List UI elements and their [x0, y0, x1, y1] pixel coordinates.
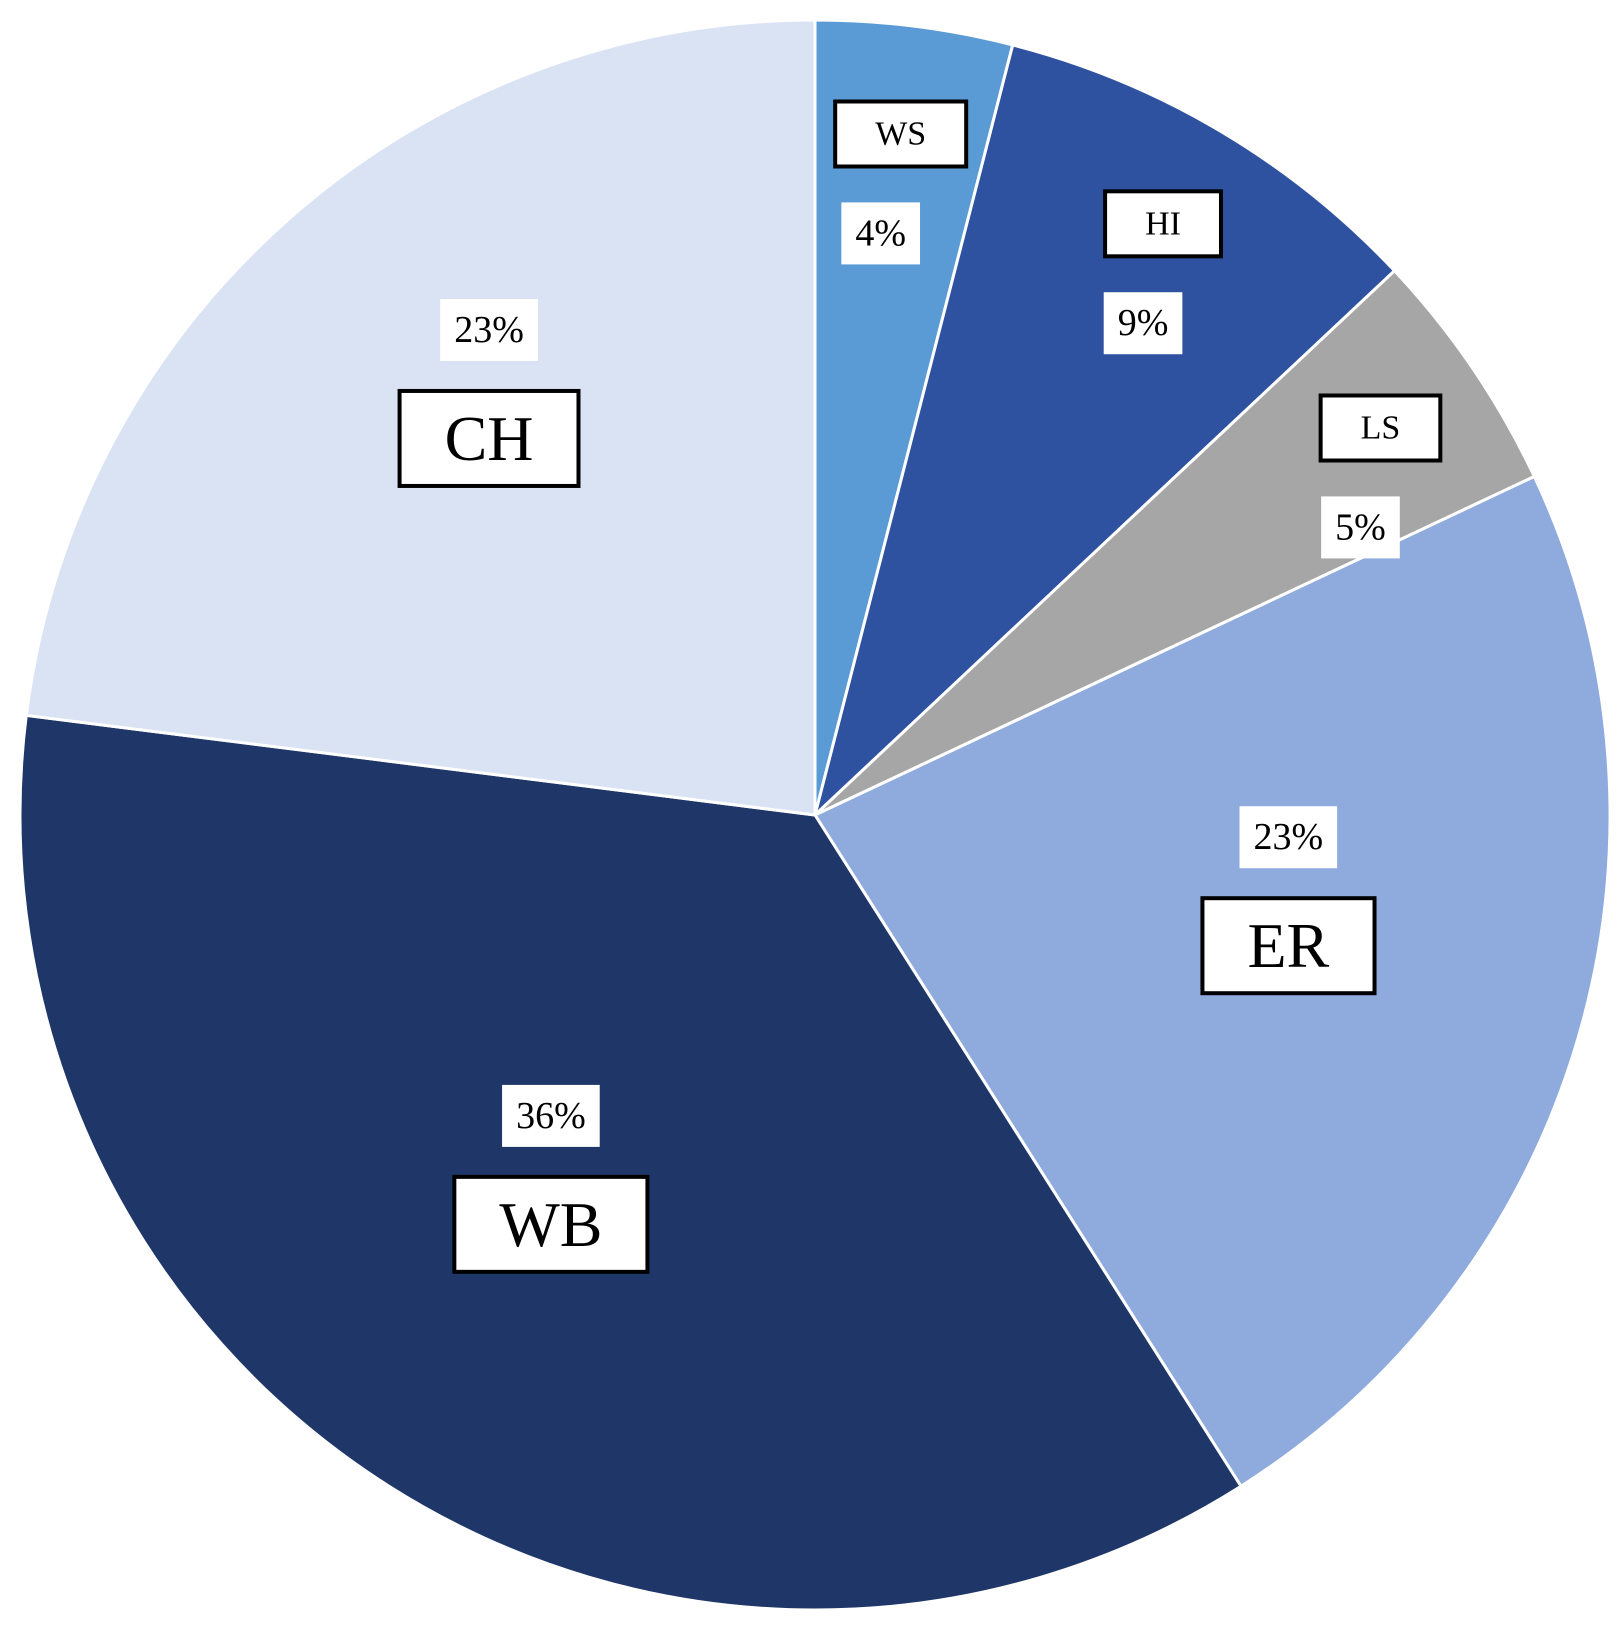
category-label: HI: [1145, 205, 1181, 242]
label-box: [1200, 896, 1377, 996]
value-label: 23%: [1254, 816, 1324, 858]
value-label-box: [502, 1084, 600, 1147]
label-group: 5%: [1321, 496, 1400, 559]
pie-slice: [812, 43, 1397, 820]
label-group: ER: [1200, 896, 1377, 996]
category-label: WB: [499, 1189, 602, 1260]
label-group: WS: [833, 99, 969, 169]
category-label: CH: [445, 403, 534, 474]
label-box: [1318, 393, 1443, 463]
category-label: WS: [875, 115, 926, 152]
label-group: LS: [1318, 393, 1443, 463]
label-box: [452, 1174, 650, 1274]
value-label-box: [1103, 292, 1183, 355]
value-label-box: [440, 298, 538, 361]
value-label-box: [1239, 806, 1338, 869]
value-label-box: [1321, 496, 1400, 559]
label-group: WB: [452, 1174, 650, 1274]
value-label: 36%: [516, 1095, 586, 1137]
label-group: 9%: [1103, 292, 1183, 355]
label-group: CH: [397, 388, 581, 488]
value-label: 5%: [1335, 506, 1386, 548]
label-group: 23%: [1239, 806, 1338, 869]
label-group: HI: [1103, 189, 1223, 259]
label-group: 4%: [841, 202, 921, 265]
label-group: 36%: [502, 1084, 600, 1147]
value-label: 9%: [1118, 302, 1169, 344]
category-label: ER: [1247, 910, 1329, 981]
label-group: 23%: [440, 298, 538, 361]
label-box: [397, 388, 581, 488]
value-label: 23%: [454, 309, 524, 351]
pie-slice: [18, 713, 1244, 1612]
category-label: LS: [1361, 410, 1401, 447]
value-label-box: [841, 202, 921, 265]
label-box: [833, 99, 969, 169]
label-box: [1103, 189, 1223, 259]
value-label: 4%: [855, 212, 906, 254]
